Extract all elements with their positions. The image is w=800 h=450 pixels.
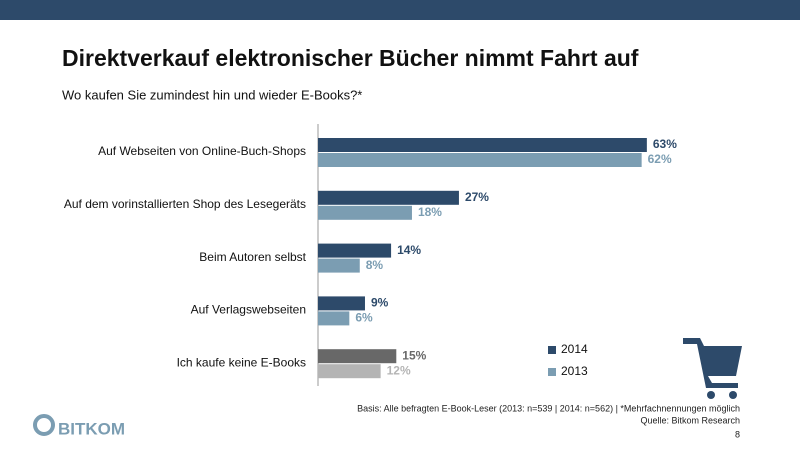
bar <box>318 190 459 205</box>
value-label: 12% <box>387 363 411 377</box>
category-label: Ich kaufe keine E-Books <box>177 355 306 369</box>
value-label: 14% <box>397 243 421 257</box>
bar <box>318 205 412 220</box>
bar <box>318 138 647 152</box>
bar <box>318 349 397 364</box>
logo-text: BITKOM <box>58 419 125 438</box>
category-label: Auf Webseiten von Online-Buch-Shops <box>98 144 306 158</box>
bar <box>318 153 642 167</box>
logo: BITKOM <box>33 414 125 438</box>
cart-icon <box>683 338 742 399</box>
value-label: 8% <box>366 258 384 272</box>
legend-label: 2013 <box>561 364 588 378</box>
category-label: Auf Verlagswebseiten <box>191 303 306 317</box>
source: Quelle: Bitkom Research <box>640 415 740 425</box>
bar <box>318 258 360 273</box>
category-label: Beim Autoren selbst <box>199 250 306 264</box>
chart-subtitle: Wo kaufen Sie zumindest hin und wieder E… <box>62 87 362 102</box>
legend-swatch <box>548 368 556 376</box>
bar <box>318 296 365 311</box>
bar <box>318 364 381 379</box>
value-label: 18% <box>418 205 442 219</box>
value-label: 63% <box>653 137 677 151</box>
bar <box>318 311 350 326</box>
value-label: 9% <box>371 296 389 310</box>
legend-swatch <box>548 346 556 354</box>
value-label: 6% <box>355 311 373 325</box>
page-number: 8 <box>735 429 740 439</box>
bar <box>318 243 392 258</box>
footnote: Basis: Alle befragten E-Book-Leser (2013… <box>357 403 740 413</box>
chart-title: Direktverkauf elektronischer Bücher nimm… <box>62 45 639 71</box>
category-label: Auf dem vorinstallierten Shop des Lesege… <box>64 197 306 211</box>
value-label: 62% <box>648 152 672 166</box>
value-label: 15% <box>402 348 426 362</box>
value-label: 27% <box>465 190 489 204</box>
top-band <box>0 0 800 20</box>
legend-label: 2014 <box>561 342 588 356</box>
